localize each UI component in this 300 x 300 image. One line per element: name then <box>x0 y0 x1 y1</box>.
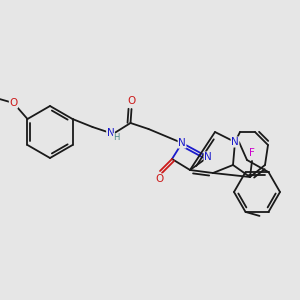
Text: O: O <box>155 174 163 184</box>
Text: F: F <box>249 148 255 158</box>
Text: O: O <box>9 98 18 108</box>
Text: N: N <box>231 137 239 147</box>
Text: H: H <box>113 134 120 142</box>
Text: N: N <box>178 138 186 148</box>
Text: N: N <box>204 152 212 162</box>
Text: O: O <box>128 96 136 106</box>
Text: N: N <box>106 128 114 138</box>
